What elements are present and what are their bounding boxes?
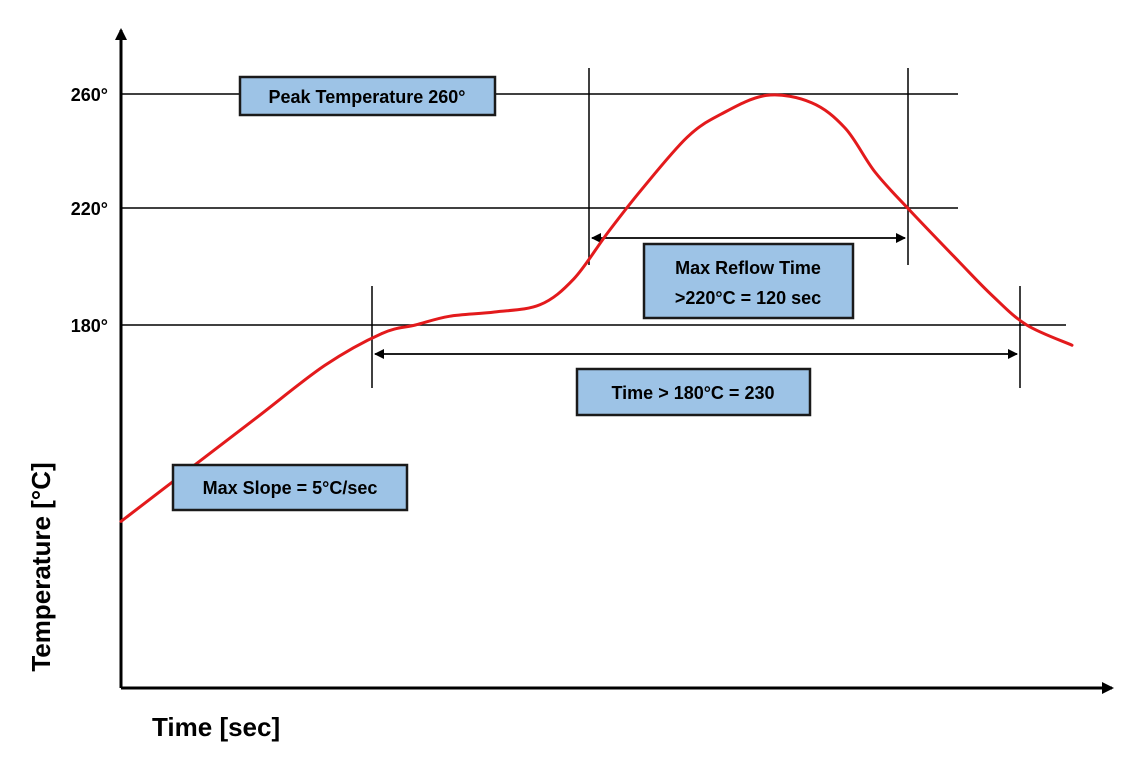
time-above-180-label: Time > 180°C = 230	[612, 383, 775, 403]
peak-temperature-box: Peak Temperature 260°	[238, 75, 497, 117]
x-axis-label: Time [sec]	[152, 712, 280, 742]
y-tick-label-180: 180°	[71, 316, 108, 336]
max-reflow-time-value: >220°C = 120 sec	[675, 288, 821, 308]
max-slope-label: Max Slope = 5°C/sec	[203, 478, 378, 498]
max-reflow-time-box: Max Reflow Time >220°C = 120 sec	[642, 242, 855, 320]
peak-temperature-label: Peak Temperature 260°	[269, 87, 466, 107]
temperature-curve	[119, 93, 1074, 523]
y-axis-label: Temperature [°C]	[26, 462, 56, 671]
time-above-180-box: Time > 180°C = 230	[575, 367, 812, 417]
max-reflow-time-label: Max Reflow Time	[675, 258, 821, 278]
max-slope-box: Max Slope = 5°C/sec	[171, 463, 409, 512]
y-tick-label-260: 260°	[71, 85, 108, 105]
y-tick-label-220: 220°	[71, 199, 108, 219]
